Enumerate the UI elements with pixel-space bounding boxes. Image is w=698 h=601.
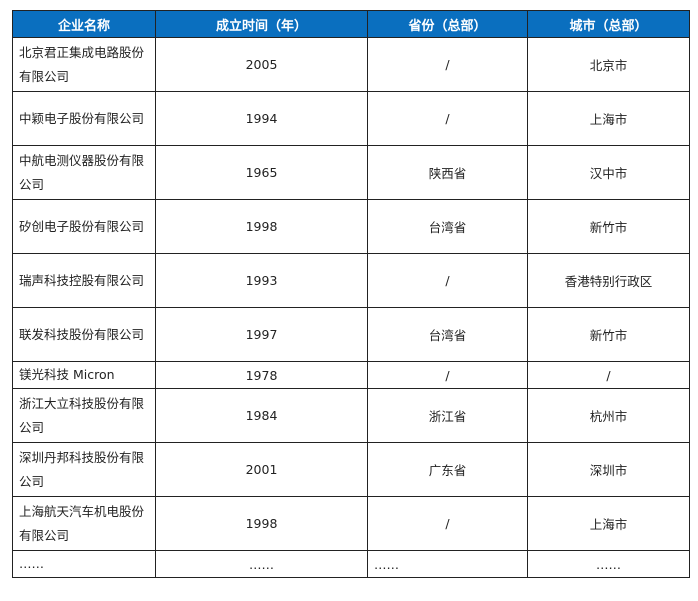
cell-founded-year: 1994 (155, 91, 368, 146)
cell-founded-year: 2005 (155, 37, 368, 92)
cell-founded-year: …… (155, 550, 368, 578)
cell-city: 新竹市 (527, 199, 690, 254)
table-row: 深圳丹邦科技股份有限公司 2001 广东省 深圳市 (12, 442, 690, 497)
cell-province: 浙江省 (367, 388, 528, 443)
company-table: 企业名称 成立时间（年） 省份（总部） 城市（总部） 北京君正集成电路股份有限公… (12, 10, 690, 578)
cell-founded-year: 1993 (155, 253, 368, 308)
cell-province: 台湾省 (367, 307, 528, 362)
table-row: 中航电测仪器股份有限公司 1965 陕西省 汉中市 (12, 145, 690, 200)
table-row: 浙江大立科技股份有限公司 1984 浙江省 杭州市 (12, 388, 690, 443)
cell-company-name: 北京君正集成电路股份有限公司 (12, 37, 156, 92)
cell-city: 新竹市 (527, 307, 690, 362)
cell-company-name: 中颖电子股份有限公司 (12, 91, 156, 146)
cell-province: / (367, 361, 528, 389)
cell-city: …… (527, 550, 690, 578)
cell-company-name: 镁光科技 Micron (12, 361, 156, 389)
cell-city: 上海市 (527, 91, 690, 146)
table-row: 上海航天汽车机电股份有限公司 1998/上海市 (12, 496, 690, 551)
cell-city: 杭州市 (527, 388, 690, 443)
table-row: …………………… (12, 550, 690, 578)
table-header-row: 企业名称 成立时间（年） 省份（总部） 城市（总部） (12, 10, 690, 38)
cell-company-name: 矽创电子股份有限公司 (12, 199, 156, 254)
header-company-name: 企业名称 (12, 10, 156, 38)
cell-founded-year: 1978 (155, 361, 368, 389)
cell-province: / (367, 37, 528, 92)
cell-province: 台湾省 (367, 199, 528, 254)
table-row: 中颖电子股份有限公司 1994/上海市 (12, 91, 690, 146)
header-province: 省份（总部） (367, 10, 528, 38)
cell-city: 北京市 (527, 37, 690, 92)
cell-founded-year: 2001 (155, 442, 368, 497)
cell-company-name: 浙江大立科技股份有限公司 (12, 388, 156, 443)
table-row: 矽创电子股份有限公司 1998 台湾省 新竹市 (12, 199, 690, 254)
cell-founded-year: 1965 (155, 145, 368, 200)
table-row: 北京君正集成电路股份有限公司 2005/北京市 (12, 37, 690, 92)
table-row: 联发科技股份有限公司 1997 台湾省 新竹市 (12, 307, 690, 362)
header-founded-year: 成立时间（年） (155, 10, 368, 38)
cell-founded-year: 1998 (155, 199, 368, 254)
cell-province: 陕西省 (367, 145, 528, 200)
cell-company-name: 联发科技股份有限公司 (12, 307, 156, 362)
cell-city: 香港特别行政区 (527, 253, 690, 308)
cell-city: 上海市 (527, 496, 690, 551)
table-row: 瑞声科技控股有限公司 1993/香港特别行政区 (12, 253, 690, 308)
cell-founded-year: 1984 (155, 388, 368, 443)
cell-company-name: 深圳丹邦科技股份有限公司 (12, 442, 156, 497)
table-row: 镁光科技 Micron 1978// (12, 361, 690, 389)
cell-founded-year: 1997 (155, 307, 368, 362)
cell-province: / (367, 91, 528, 146)
cell-province: 广东省 (367, 442, 528, 497)
header-city: 城市（总部） (527, 10, 690, 38)
cell-company-name: 瑞声科技控股有限公司 (12, 253, 156, 308)
cell-founded-year: 1998 (155, 496, 368, 551)
cell-company-name: …… (12, 550, 156, 578)
cell-city: 深圳市 (527, 442, 690, 497)
cell-province: / (367, 253, 528, 308)
cell-company-name: 中航电测仪器股份有限公司 (12, 145, 156, 200)
cell-city: / (527, 361, 690, 389)
cell-province: …… (367, 550, 528, 578)
cell-city: 汉中市 (527, 145, 690, 200)
cell-province: / (367, 496, 528, 551)
cell-company-name: 上海航天汽车机电股份有限公司 (12, 496, 156, 551)
